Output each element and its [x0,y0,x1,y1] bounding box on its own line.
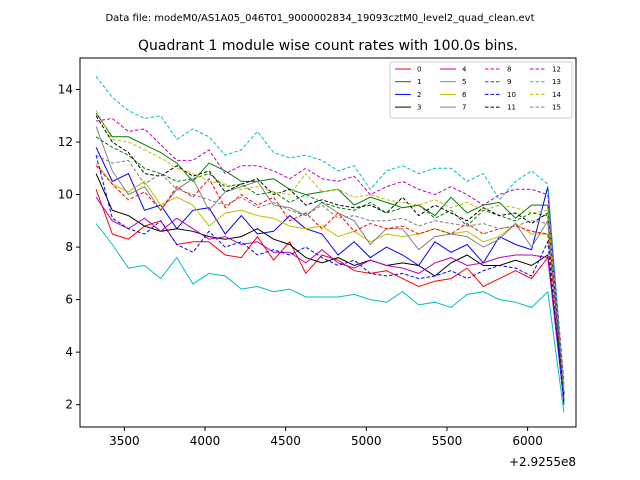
x-tick-label-3500: 3500 [109,434,140,448]
series-group [95,76,565,413]
series-line-2 [95,147,565,400]
legend-label-13: 13 [552,78,561,86]
x-tick-label-6000: 6000 [512,434,543,448]
legend-label-9: 9 [507,78,511,86]
legend-label-0: 0 [417,66,421,74]
legend-label-3: 3 [417,104,421,112]
series-line-13 [95,76,565,392]
series-line-14 [95,110,565,389]
y-tick-label-12: 12 [58,135,73,149]
y-tick-label-14: 14 [58,83,73,97]
series-line-5 [95,223,565,413]
legend-label-12: 12 [552,66,561,74]
chart-suptitle: Data file: modeM0/AS1A05_046T01_90000028… [105,13,534,24]
series-line-9 [95,136,565,400]
y-tick-label-6: 6 [65,293,73,307]
series-line-6 [95,162,565,389]
legend-label-6: 6 [462,91,467,99]
legend-label-1: 1 [417,78,421,86]
legend-frame [389,61,573,119]
series-line-12 [96,117,565,382]
x-tick-label-5000: 5000 [351,434,382,448]
chart-title: Quadrant 1 module wise count rates with … [138,38,518,54]
y-tick-label-4: 4 [65,345,73,359]
y-axis-ticks: 2 4 6 8 10 12 14 [58,83,80,412]
series-line-15 [95,154,565,384]
y-tick-label-8: 8 [65,240,73,254]
legend-label-14: 14 [552,91,561,99]
series-line-10 [95,155,565,405]
x-tick-label-5500: 5500 [432,434,463,448]
legend-label-8: 8 [507,66,511,74]
x-tick-label-4500: 4500 [270,434,301,448]
y-tick-label-2: 2 [65,398,73,412]
series-line-3 [95,173,565,395]
legend-label-15: 15 [552,104,561,112]
y-tick-label-10: 10 [58,188,73,202]
legend-label-5: 5 [462,78,466,86]
x-axis-ticks: 3500 4000 4500 5000 5500 6000 [109,427,543,448]
legend-label-2: 2 [417,91,421,99]
x-offset-label: +2.9255e8 [509,455,576,469]
series-line-8 [95,165,565,387]
legend-label-11: 11 [507,104,516,112]
series-line-11 [95,115,565,395]
axes-frame [79,57,577,428]
legend-label-10: 10 [507,91,516,99]
legend-label-4: 4 [462,66,467,74]
legend-label-7: 7 [462,104,466,112]
x-tick-label-4000: 4000 [190,434,221,448]
series-line-7 [95,126,565,397]
series-line-4 [95,196,565,403]
